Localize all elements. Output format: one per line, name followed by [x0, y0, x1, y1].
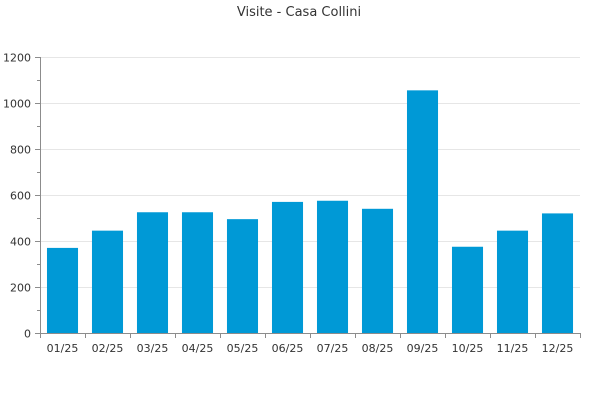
bar-03-25 — [136, 212, 169, 333]
bar-11-25 — [496, 230, 529, 333]
chart-title: Visite - Casa Collini — [237, 5, 361, 20]
x-tick-label: 12/25 — [542, 342, 574, 355]
x-axis-tick-labels: 01/25 02/25 03/25 04/25 05/25 06/25 07/25 08/25… — [47, 342, 574, 355]
grid-lines — [40, 57, 580, 288]
bar-08-25 — [361, 208, 394, 333]
x-tick-label: 05/25 — [227, 342, 259, 355]
x-tick-label: 10/25 — [452, 342, 484, 355]
x-tick-label: 07/25 — [317, 342, 349, 355]
x-tick-label: 01/25 — [47, 342, 79, 355]
x-tick-label: 03/25 — [137, 342, 169, 355]
y-tick-label: 600 — [10, 190, 31, 203]
x-tick-label: 04/25 — [182, 342, 214, 355]
y-axis-tick-labels: 0 200 400 600 800 1000 1200 — [3, 52, 31, 341]
y-tick-label: 0 — [24, 328, 31, 341]
y-tick-label: 400 — [10, 236, 31, 249]
y-tick-label: 1000 — [3, 98, 31, 111]
bar-10-25 — [451, 246, 484, 333]
axes — [35, 57, 581, 338]
bars — [46, 90, 574, 333]
x-tick-label: 02/25 — [92, 342, 124, 355]
bar-12-25 — [541, 213, 574, 333]
bar-04-25 — [181, 212, 214, 333]
x-tick-label: 11/25 — [497, 342, 529, 355]
x-tick-label: 08/25 — [362, 342, 394, 355]
bar-09-25 — [406, 90, 439, 333]
bar-01-25 — [46, 247, 79, 333]
bar-02-25 — [91, 230, 124, 333]
y-tick-label: 800 — [10, 144, 31, 157]
x-tick-label: 09/25 — [407, 342, 439, 355]
bar-05-25 — [226, 219, 259, 333]
x-tick-label: 06/25 — [272, 342, 304, 355]
y-tick-label: 200 — [10, 282, 31, 295]
bar-06-25 — [271, 201, 304, 333]
bar-07-25 — [316, 200, 349, 333]
y-tick-label: 1200 — [3, 52, 31, 65]
